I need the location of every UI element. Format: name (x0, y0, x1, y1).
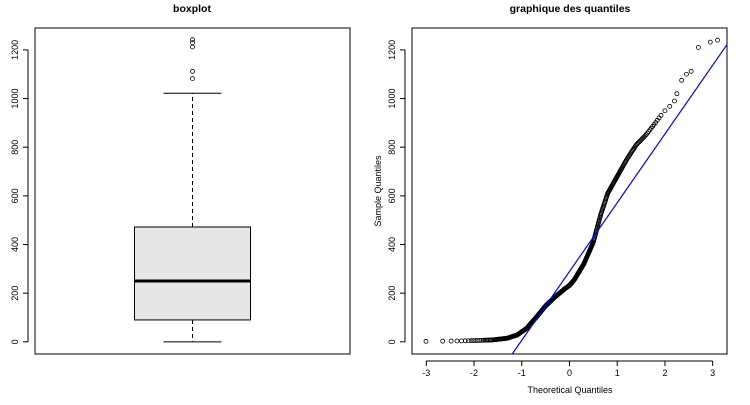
qq-point (479, 337, 485, 343)
qq-y-tick-label: 1200 (387, 40, 397, 60)
qq-reference-line-group (511, 44, 728, 355)
qq-point (662, 108, 668, 114)
qq-x-tick-label: 2 (662, 368, 667, 378)
boxplot-y-axis: 0 200 400 600 800 1000 1200 (10, 40, 29, 344)
qq-point (480, 337, 486, 343)
qq-point (707, 39, 713, 45)
qq-title: graphique des quantiles (510, 3, 631, 15)
boxplot-y-tick-label: 800 (10, 140, 20, 155)
outlier-point (190, 76, 195, 82)
qq-point (684, 71, 689, 77)
qq-panel: graphique des quantiles -3 -2 -1 0 1 2 3 0 200 4… (373, 3, 728, 395)
qq-y-tick-label: 1000 (387, 89, 397, 109)
qq-y-tick-label: 800 (387, 140, 397, 155)
qq-x-axis: -3 -2 -1 0 1 2 3 (422, 360, 715, 378)
qq-point (688, 68, 694, 74)
qq-x-tick-label: 0 (567, 368, 572, 378)
qq-point (440, 338, 446, 344)
qq-x-tick-label: -3 (422, 368, 430, 378)
boxplot-y-tick-label: 600 (10, 188, 20, 203)
qq-point (672, 98, 677, 104)
qq-point (642, 133, 648, 139)
qq-point (667, 103, 673, 109)
outlier-point (190, 68, 195, 74)
qq-point (695, 45, 701, 50)
interquartile-box (134, 226, 251, 321)
qq-x-tick-label: 1 (615, 368, 620, 378)
qq-y-tick-label: 400 (387, 237, 397, 252)
qq-point (674, 91, 680, 97)
qq-y-tick-label: 200 (387, 286, 397, 301)
qq-point (658, 112, 664, 118)
qq-reference-line (511, 44, 728, 355)
qq-point (462, 338, 468, 344)
boxplot-title: boxplot (173, 3, 211, 15)
boxplot-y-tick-label: 200 (10, 286, 20, 301)
qq-point (477, 337, 483, 343)
boxplot-panel: boxplot 0 200 400 600 800 1000 1200 (10, 3, 351, 355)
boxplot-frame (34, 27, 351, 355)
boxplot-y-tick-label: 0 (10, 339, 20, 344)
qq-point (423, 338, 429, 344)
boxplot-y-tick-label: 400 (10, 237, 20, 252)
outlier-point (190, 40, 195, 45)
boxplot-y-tick-label: 1000 (10, 89, 20, 109)
outlier-point (190, 44, 195, 50)
qq-x-tick-label: -1 (518, 368, 526, 378)
boxplot-body (134, 37, 251, 343)
qq-y-tick-label: 600 (387, 188, 397, 203)
outlier-point (190, 37, 195, 43)
boxplot-y-tick-label: 1200 (10, 40, 20, 60)
qq-y-label: Sample Quantiles (373, 155, 383, 227)
qq-points (423, 37, 720, 344)
qq-x-label: Theoretical Quantiles (527, 385, 613, 395)
qq-x-tick-label: -2 (470, 368, 478, 378)
qq-y-tick-label: 0 (387, 339, 397, 344)
qq-point (468, 338, 474, 344)
qq-point (448, 338, 454, 344)
qq-frame (411, 27, 728, 355)
qq-point (679, 77, 685, 83)
qq-y-axis: 0 200 400 600 800 1000 1200 (387, 40, 406, 344)
qq-point (466, 338, 471, 344)
qq-point (715, 37, 720, 43)
qq-x-tick-label: 3 (710, 368, 715, 378)
qq-point (454, 338, 460, 344)
